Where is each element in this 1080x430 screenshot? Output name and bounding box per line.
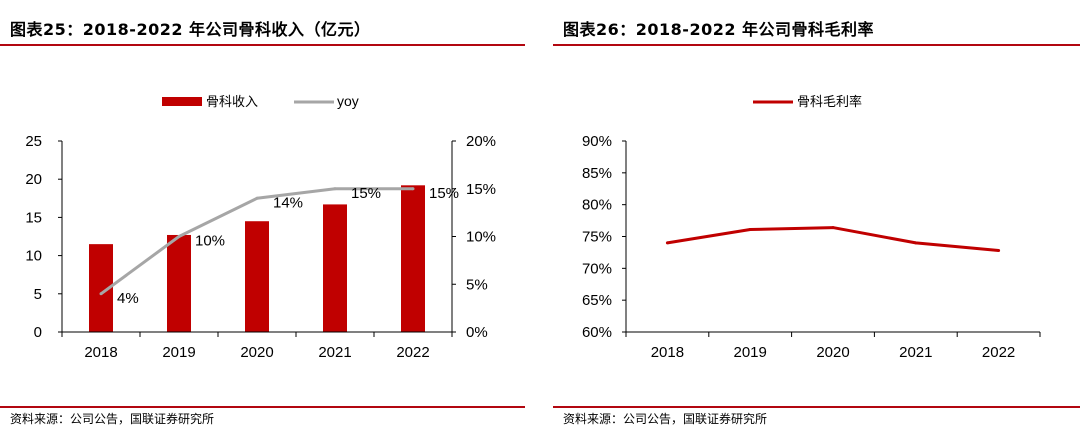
margin-point — [748, 227, 752, 231]
y2-tick-label: 15% — [466, 181, 496, 198]
yoy-data-label: 15% — [351, 185, 381, 202]
x-tick-label: 2018 — [84, 344, 117, 361]
revenue-bar — [245, 221, 269, 332]
yoy-data-label: 4% — [117, 290, 139, 307]
revenue-bar — [167, 234, 191, 332]
source-note: 资料来源：公司公告，国联证券研究所 — [563, 412, 768, 426]
revenue-chart-panel: 图表25：2018-2022 年公司骨科收入（亿元） 骨科收入 yoy 0 5 10 15… — [0, 0, 525, 430]
yoy-point — [411, 187, 415, 191]
y-tick-label: 15 — [25, 209, 42, 226]
x-tick-label: 2020 — [816, 344, 849, 361]
margin-point — [831, 226, 835, 230]
x-tick-label: 2018 — [651, 344, 684, 361]
footer-divider — [0, 406, 525, 408]
legend-label-revenue: 骨科收入 — [206, 94, 258, 109]
legend: 骨科收入 yoy — [162, 93, 359, 109]
x-tick-label: 2021 — [899, 344, 932, 361]
yoy-point — [333, 187, 337, 191]
y-tick-label: 80% — [582, 197, 612, 214]
x-tick-label: 2021 — [318, 344, 351, 361]
yoy-data-label: 10% — [195, 233, 225, 250]
legend-label-margin: 骨科毛利率 — [797, 94, 862, 109]
x-tick-label: 2022 — [396, 344, 429, 361]
yoy-data-label: 14% — [273, 194, 303, 211]
y2-tick-label: 0% — [466, 324, 488, 341]
y2-tick-label: 5% — [466, 276, 488, 293]
revenue-bar — [401, 185, 425, 332]
title-divider — [553, 44, 1080, 46]
source-note: 资料来源：公司公告，国联证券研究所 — [10, 412, 215, 426]
x-tick-label: 2020 — [240, 344, 273, 361]
y-tick-label: 85% — [582, 165, 612, 182]
yoy-point — [255, 196, 259, 200]
chart-title: 图表26：2018-2022 年公司骨科毛利率 — [563, 20, 875, 39]
yoy-data-label: 15% — [429, 185, 459, 202]
y-tick-label: 70% — [582, 260, 612, 277]
legend-label-yoy: yoy — [337, 93, 359, 109]
legend-bar-swatch — [162, 97, 202, 106]
chart-title: 图表25：2018-2022 年公司骨科收入（亿元） — [10, 20, 371, 39]
y-tick-label: 10 — [25, 248, 42, 265]
x-tick-label: 2019 — [734, 344, 767, 361]
revenue-bar — [323, 204, 347, 332]
margin-point — [665, 241, 669, 245]
margin-series-line — [667, 226, 999, 253]
revenue-chart: 骨科收入 yoy 0 5 10 15 20 25 0% 5% 10% 15% 20% 2018 2019 20… — [25, 93, 496, 361]
y-tick-label: 20 — [25, 171, 42, 188]
y-tick-label: 65% — [582, 292, 612, 309]
x-tick-label: 2019 — [162, 344, 195, 361]
y-tick-label: 75% — [582, 229, 612, 246]
x-tick-label: 2022 — [982, 344, 1015, 361]
margin-chart-panel: 图表26：2018-2022 年公司骨科毛利率 骨科毛利率 60% 65% 70% 75… — [553, 0, 1080, 430]
y-tick-label: 5 — [34, 286, 42, 303]
y-tick-label: 0 — [34, 324, 42, 341]
title-divider — [0, 44, 525, 46]
y2-tick-label: 10% — [466, 229, 496, 246]
yoy-point — [99, 292, 103, 296]
y-tick-label: 25 — [25, 133, 42, 150]
y2-tick-label: 20% — [466, 133, 496, 150]
margin-chart: 骨科毛利率 60% 65% 70% 75% 80% 85% 90% 2018 2019 2020 20… — [582, 94, 1041, 361]
y-tick-label: 90% — [582, 133, 612, 150]
margin-point — [914, 241, 918, 245]
margin-point — [997, 249, 1001, 253]
footer-divider — [553, 406, 1080, 408]
legend: 骨科毛利率 — [753, 94, 862, 109]
y-tick-label: 60% — [582, 324, 612, 341]
yoy-point — [177, 235, 181, 238]
